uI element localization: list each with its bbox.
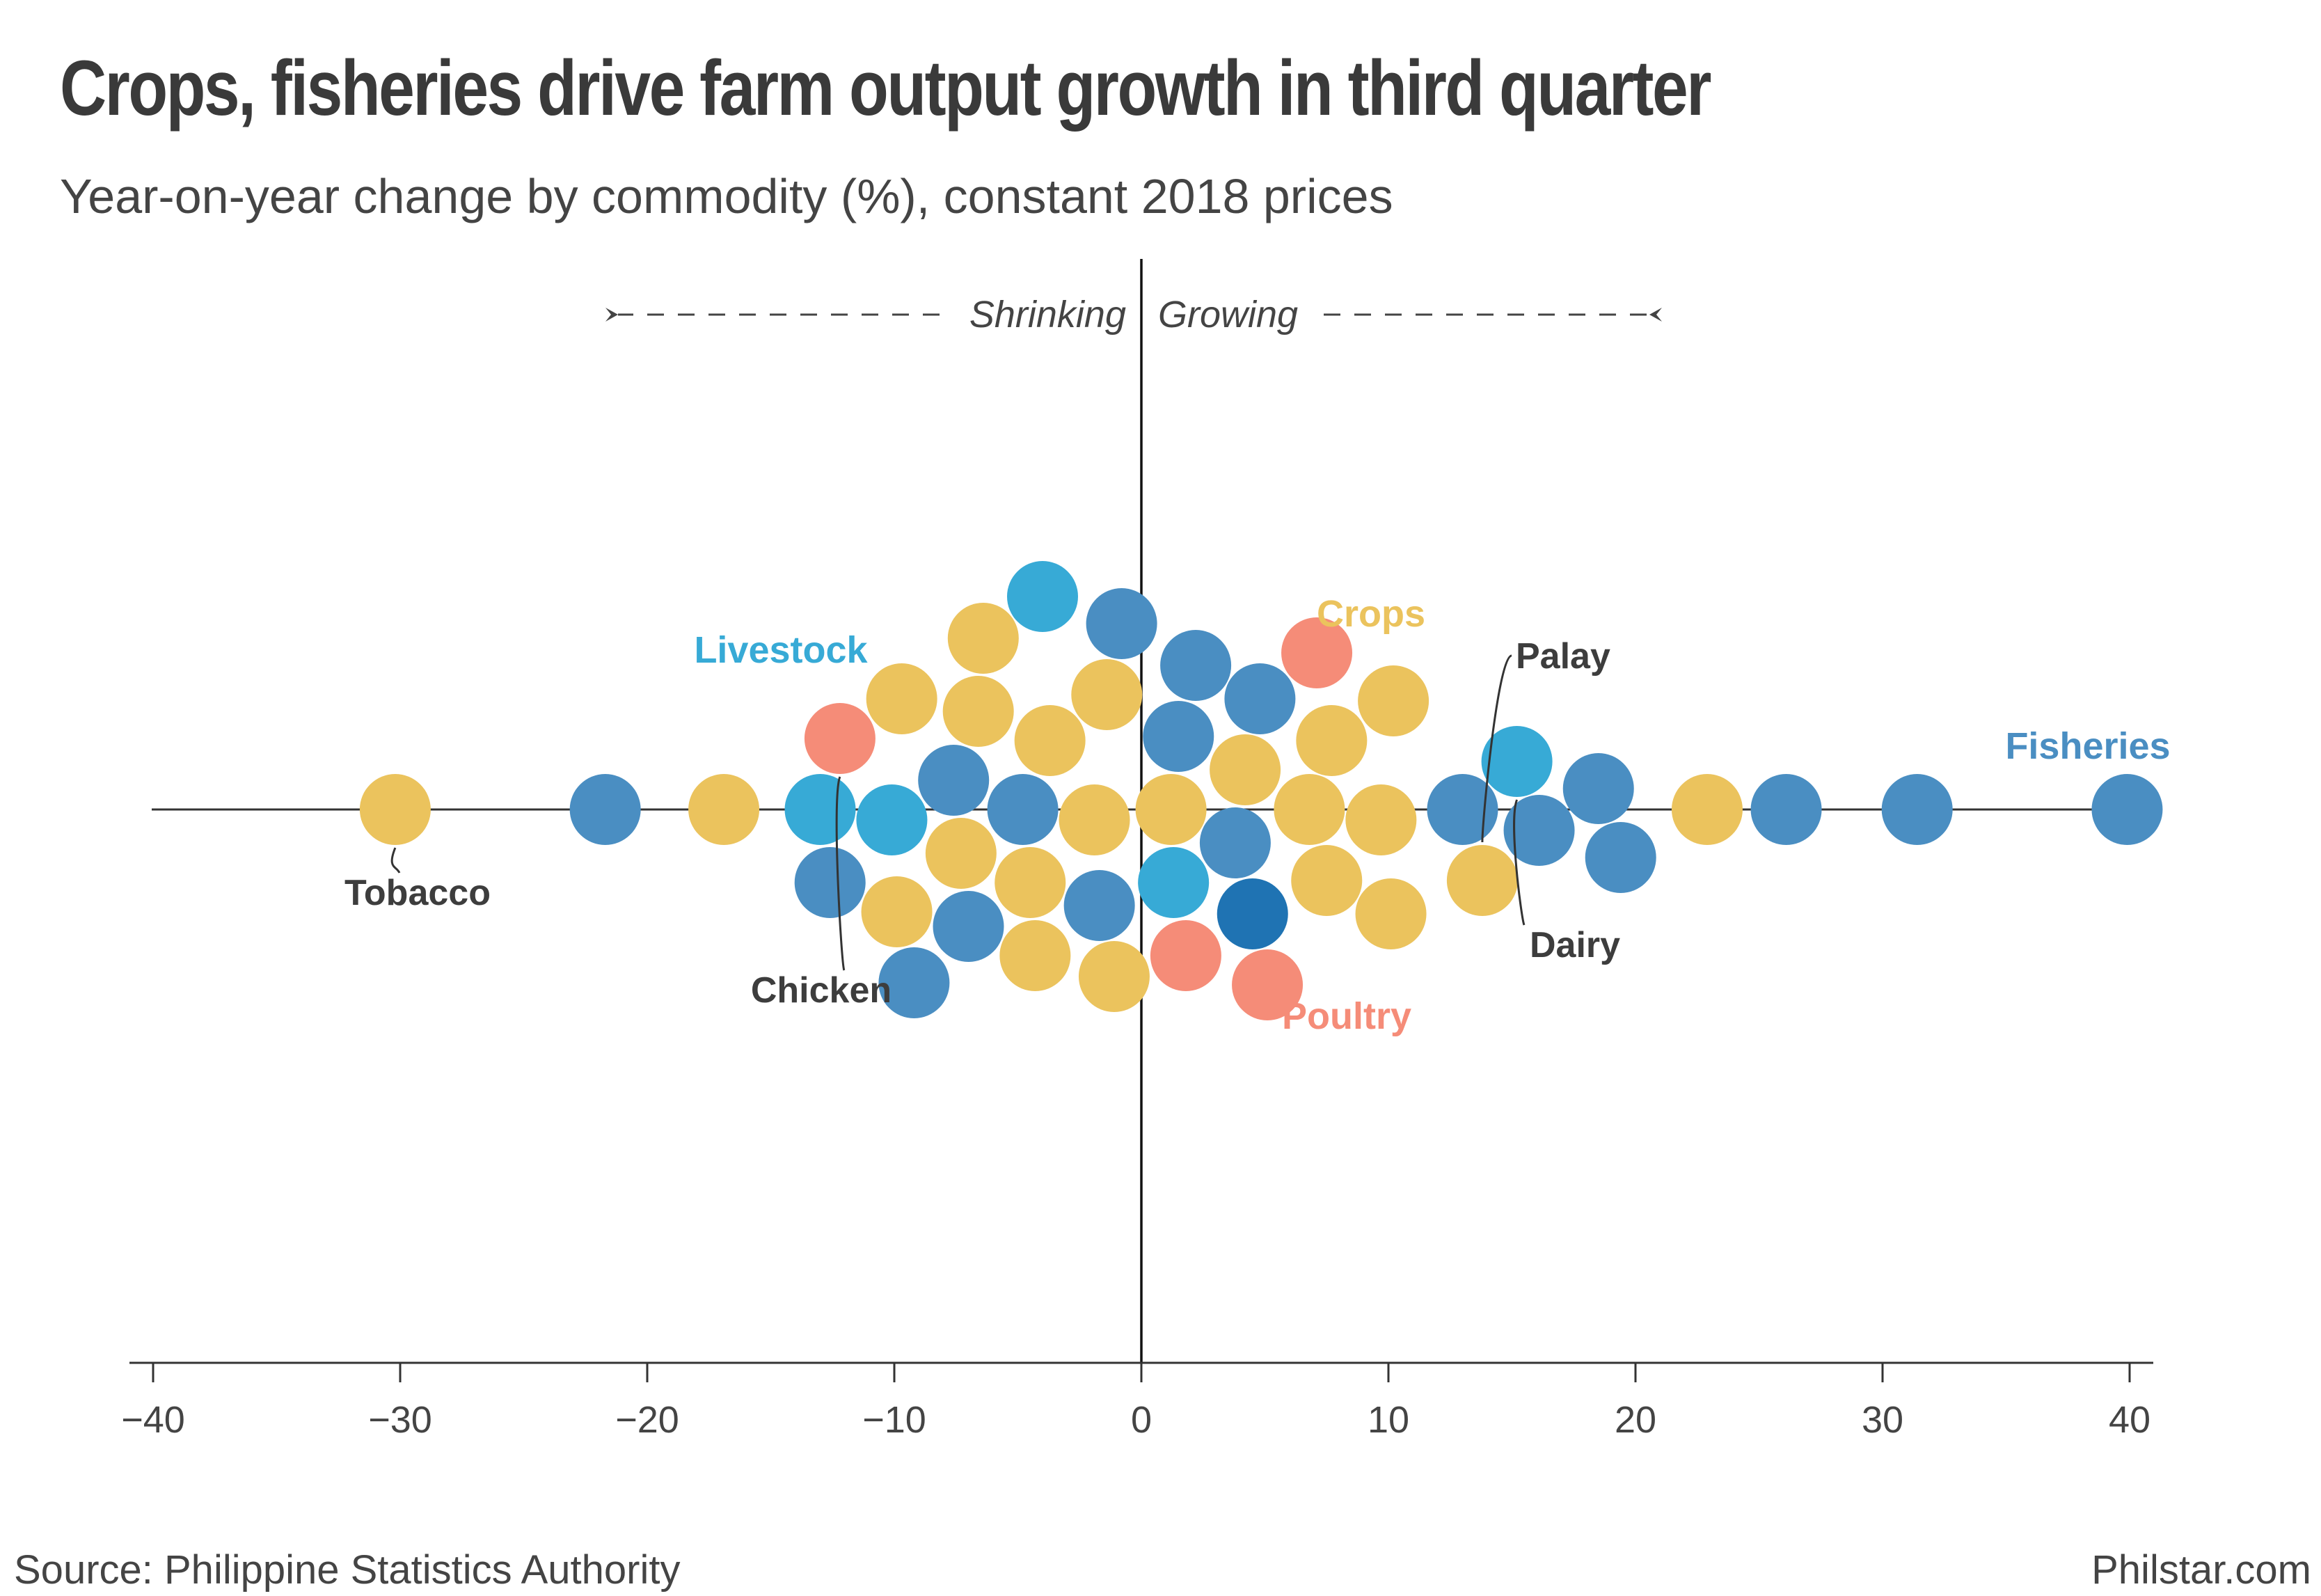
chart-subtitle: Year-on-year change by commodity (%), co… xyxy=(60,169,1393,223)
data-point-fisheries xyxy=(1750,774,1822,845)
data-point-poultry xyxy=(1281,617,1353,688)
x-tick-label: −20 xyxy=(615,1399,679,1441)
x-tick-label: 0 xyxy=(1131,1399,1152,1441)
leader-line xyxy=(390,847,401,874)
brand-credit: Philstar.com xyxy=(2091,1547,2311,1593)
data-point-crops xyxy=(1274,774,1345,845)
data-point-livestock xyxy=(784,774,856,845)
data-point-crops xyxy=(861,876,933,947)
data-point-crops xyxy=(1446,845,1518,916)
data-point-poultry xyxy=(1232,949,1304,1020)
data-point-fisheries_highlight xyxy=(1217,878,1288,949)
x-tick-label: −40 xyxy=(121,1399,185,1441)
data-point-crops xyxy=(359,774,431,845)
data-point-fisheries xyxy=(569,774,641,845)
data-point-fisheries xyxy=(1585,822,1656,893)
leader-line xyxy=(1513,799,1526,926)
data-point-fisheries xyxy=(1143,701,1214,772)
data-point-fisheries xyxy=(794,847,866,918)
data-point-crops xyxy=(1296,705,1368,776)
leader-line xyxy=(835,776,846,971)
data-point-crops xyxy=(1291,845,1363,916)
data-point-crops xyxy=(995,847,1066,918)
data-point-fisheries xyxy=(987,774,1059,845)
data-point-crops xyxy=(1345,784,1417,855)
data-point-crops xyxy=(925,818,997,889)
data-point-crops xyxy=(947,603,1019,674)
data-point-crops xyxy=(1355,878,1427,949)
labels-layer: Shrinking Growing Crops Livestock Fisheries P… xyxy=(344,294,2171,1037)
data-point-crops xyxy=(999,920,1071,991)
x-tick-label: −30 xyxy=(368,1399,432,1441)
data-point-crops xyxy=(1135,774,1207,845)
data-point-fisheries xyxy=(918,745,990,816)
data-point-crops xyxy=(866,663,937,734)
data-point-fisheries xyxy=(1086,588,1157,659)
data-point-crops xyxy=(1071,659,1143,730)
data-point-fisheries xyxy=(878,947,950,1018)
item-label: Chicken xyxy=(751,970,892,1011)
data-point-crops xyxy=(1671,774,1743,845)
data-point-fisheries xyxy=(1160,630,1232,701)
data-point-crops xyxy=(942,676,1014,747)
axes-layer: −40 −30 −20 −10 0 10 20 30 40 xyxy=(121,259,2153,1441)
x-tick-label: 20 xyxy=(1615,1399,1656,1441)
data-point-fisheries xyxy=(1199,807,1271,878)
data-point-crops xyxy=(1014,705,1086,776)
data-point-livestock xyxy=(1007,561,1078,632)
data-point-livestock xyxy=(1481,726,1553,797)
item-label: Tobacco xyxy=(344,873,491,913)
data-point-crops xyxy=(1210,734,1281,805)
data-point-livestock xyxy=(856,784,928,855)
group-label-crops: Crops xyxy=(1317,593,1425,635)
data-point-fisheries xyxy=(933,891,1004,962)
x-tick-label: 30 xyxy=(1862,1399,1903,1441)
source-note: Source: Philippine Statistics Authority xyxy=(14,1547,681,1593)
x-tick-label: 40 xyxy=(2109,1399,2150,1441)
group-label-livestock: Livestock xyxy=(694,629,868,671)
data-point-fisheries xyxy=(1881,774,1953,845)
group-label-poultry: Poultry xyxy=(1282,995,1411,1037)
data-point-crops xyxy=(1358,665,1429,736)
growing-label: Growing xyxy=(1158,294,1298,335)
data-point-fisheries xyxy=(2091,774,2163,845)
dots-layer xyxy=(359,561,2163,1020)
data-point-fisheries xyxy=(1063,870,1135,941)
data-point-crops xyxy=(1078,941,1150,1012)
x-tick-label: 10 xyxy=(1368,1399,1409,1441)
data-point-fisheries xyxy=(1224,663,1296,734)
data-point-poultry xyxy=(1150,920,1221,991)
shrinking-label: Shrinking xyxy=(969,294,1126,335)
data-point-fisheries xyxy=(1503,795,1575,866)
data-point-fisheries xyxy=(1427,774,1498,845)
chart-title: Crops, fisheries drive farm output growt… xyxy=(60,45,1711,132)
leader-line xyxy=(1481,654,1512,843)
x-tick-label: −10 xyxy=(862,1399,926,1441)
data-point-poultry xyxy=(804,703,876,774)
data-point-fisheries xyxy=(1562,753,1634,824)
item-label: Palay xyxy=(1516,636,1610,677)
data-point-crops xyxy=(1059,784,1130,855)
data-point-livestock xyxy=(1138,847,1210,918)
item-label: Dairy xyxy=(1530,925,1620,965)
data-point-crops xyxy=(688,774,760,845)
group-label-fisheries: Fisheries xyxy=(2005,725,2170,767)
